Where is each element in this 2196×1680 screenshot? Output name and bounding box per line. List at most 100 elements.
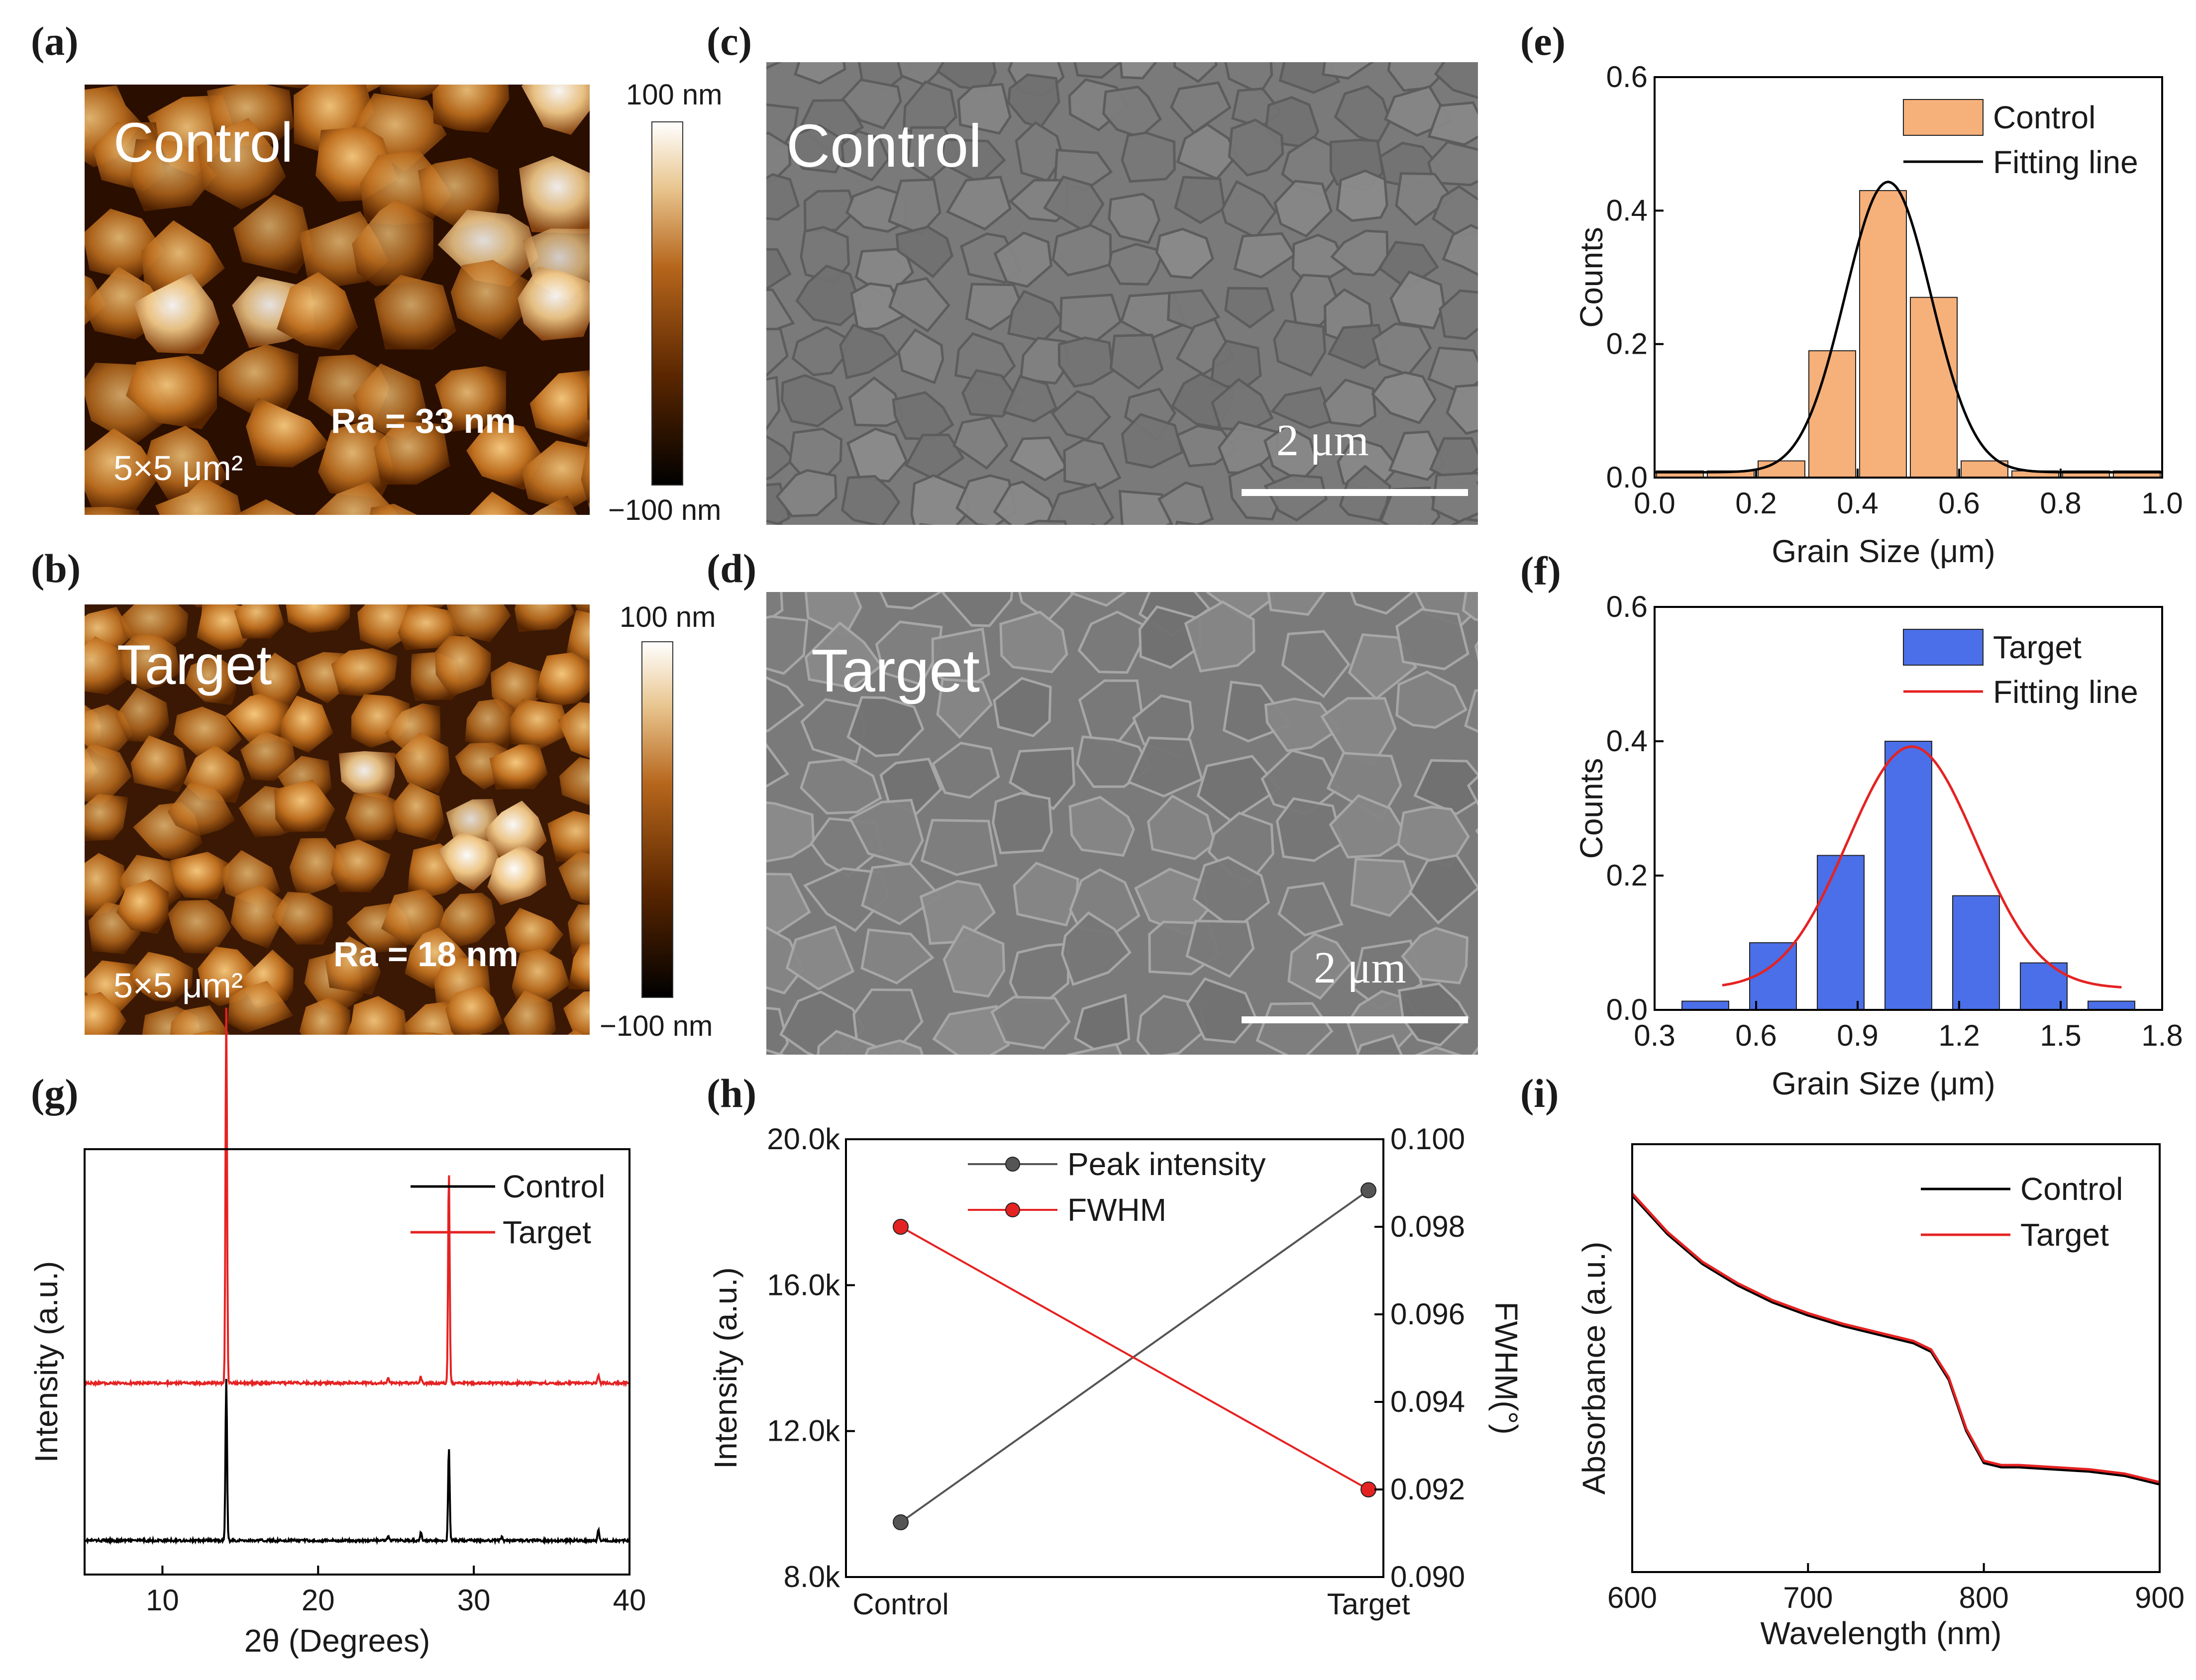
- data-point: [1360, 1182, 1376, 1198]
- sem-grain: [1485, 918, 1551, 980]
- legend-label: Control: [1993, 99, 2095, 135]
- sem-grain: [1019, 336, 1070, 385]
- afm-grain: [85, 991, 92, 1022]
- x-tick-label: 0.0: [1634, 487, 1675, 520]
- sem-grain: [961, 369, 1021, 418]
- afm-grain: [559, 757, 590, 806]
- sem-grain: [1071, 592, 1127, 607]
- plot-frame: [1654, 606, 2163, 1011]
- colorbar-bottom-label: −100 nm: [608, 494, 721, 526]
- legend-label: Fitting line: [1993, 674, 2138, 710]
- afm-grain: [85, 506, 140, 515]
- afm-grain: [469, 492, 529, 515]
- afm-grain: [589, 242, 590, 245]
- fit-line: [1655, 181, 2162, 474]
- legend-swatch-marker: [1005, 1202, 1020, 1217]
- afm-grain: [594, 836, 645, 882]
- sem-grain: [993, 231, 1052, 288]
- afm-grain: [85, 636, 128, 695]
- sem-grain: [860, 928, 935, 985]
- sem-grain: [1442, 224, 1478, 276]
- afm-grain: [590, 14, 675, 84]
- sem-grain: [795, 264, 863, 326]
- sem-grain: [1480, 269, 1541, 319]
- y-tick-label: 0.4: [1606, 194, 1648, 227]
- sem-grain: [1068, 795, 1135, 857]
- afm-grain: [505, 907, 564, 962]
- sem-grain: [1121, 131, 1176, 183]
- afm-grain: [326, 1044, 393, 1101]
- afm-grain: [446, 604, 511, 643]
- x-tick-label: 0.8: [2040, 487, 2081, 520]
- afm-grain: [514, 604, 575, 632]
- sem-grain: [1427, 140, 1478, 187]
- series-line: [900, 1189, 1369, 1523]
- x-tick-label: 10: [146, 1583, 179, 1617]
- sem-grain: [945, 537, 1001, 577]
- x-tick-label: 1.5: [2040, 1019, 2081, 1052]
- sem-grain: [817, 1030, 878, 1055]
- afm-grain: [0, 403, 74, 479]
- bar: [2088, 1000, 2135, 1010]
- afm-grain: [277, 272, 358, 350]
- sem-grain: [1173, 62, 1218, 84]
- scale-bar-label: 2 μm: [1276, 416, 1369, 465]
- sem-grain: [766, 376, 781, 431]
- sem-grain: [1475, 828, 1478, 835]
- y-axis-label: Intensity (a.u.): [708, 1267, 743, 1469]
- bar: [1758, 460, 1805, 478]
- afm-grain: [373, 421, 450, 485]
- sem-grain: [848, 376, 905, 427]
- afm-grain: [85, 428, 160, 512]
- afm-grain: [453, 534, 522, 597]
- y-axis-label: Counts: [1573, 758, 1609, 859]
- afm-grain: [450, 260, 529, 340]
- sem-grain: [766, 519, 783, 525]
- afm-grain: [435, 366, 507, 432]
- y-tick-label: 0.6: [1606, 590, 1648, 623]
- data-point: [1360, 1482, 1376, 1497]
- sem-grain: [952, 415, 1009, 470]
- sem-grain: [1466, 775, 1478, 806]
- sem-grain: [993, 677, 1052, 737]
- sem-grain: [1009, 436, 1068, 482]
- afm-grain: [116, 879, 169, 934]
- panel-label-b: (b): [31, 546, 81, 591]
- sem-grain: [1397, 982, 1470, 1047]
- afm-grain: [16, 584, 82, 634]
- sem-grains-target: [766, 592, 1551, 1055]
- sem-grain: [1023, 519, 1067, 525]
- afm-grain: [558, 851, 590, 905]
- sem-grain: [1013, 862, 1079, 927]
- y2-tick-label: 0.094: [1390, 1385, 1465, 1418]
- x-tick-label: 1.8: [2141, 1019, 2183, 1052]
- sem-grain: [766, 62, 782, 70]
- sem-grain: [766, 248, 792, 290]
- sem-grain: [1185, 919, 1255, 978]
- sem-grain: [1057, 336, 1114, 388]
- afm-grain: [271, 85, 319, 91]
- sem-grain: [1228, 118, 1284, 177]
- afm-grain: [521, 85, 590, 135]
- afm-grain: [394, 732, 450, 793]
- panel-label-i: (i): [1520, 1071, 1559, 1116]
- sem-grain: [1270, 387, 1335, 429]
- x-axis-label: Wavelength (nm): [1761, 1615, 2002, 1651]
- panel-label-d: (d): [707, 546, 756, 591]
- afm-grain: [227, 981, 294, 1033]
- sem-grain: [766, 1049, 786, 1055]
- sem-grain: [895, 225, 953, 279]
- afm-grain: [289, 838, 349, 897]
- sem-sample-label: Target: [811, 637, 980, 704]
- y-tick-label: 0.6: [1606, 60, 1648, 94]
- sem-grain: [1127, 736, 1204, 798]
- sem-grain: [1155, 227, 1214, 280]
- afm-grain: [339, 751, 395, 800]
- afm-grain: [218, 344, 299, 414]
- sem-grain: [1477, 110, 1478, 112]
- sem-grain: [993, 480, 1060, 525]
- colorbar-top-label: 100 nm: [620, 601, 716, 633]
- x-tick-label: 0.6: [1735, 1019, 1777, 1052]
- x-tick-label: 0.3: [1634, 1019, 1675, 1052]
- x-tick-label: 900: [2135, 1581, 2185, 1614]
